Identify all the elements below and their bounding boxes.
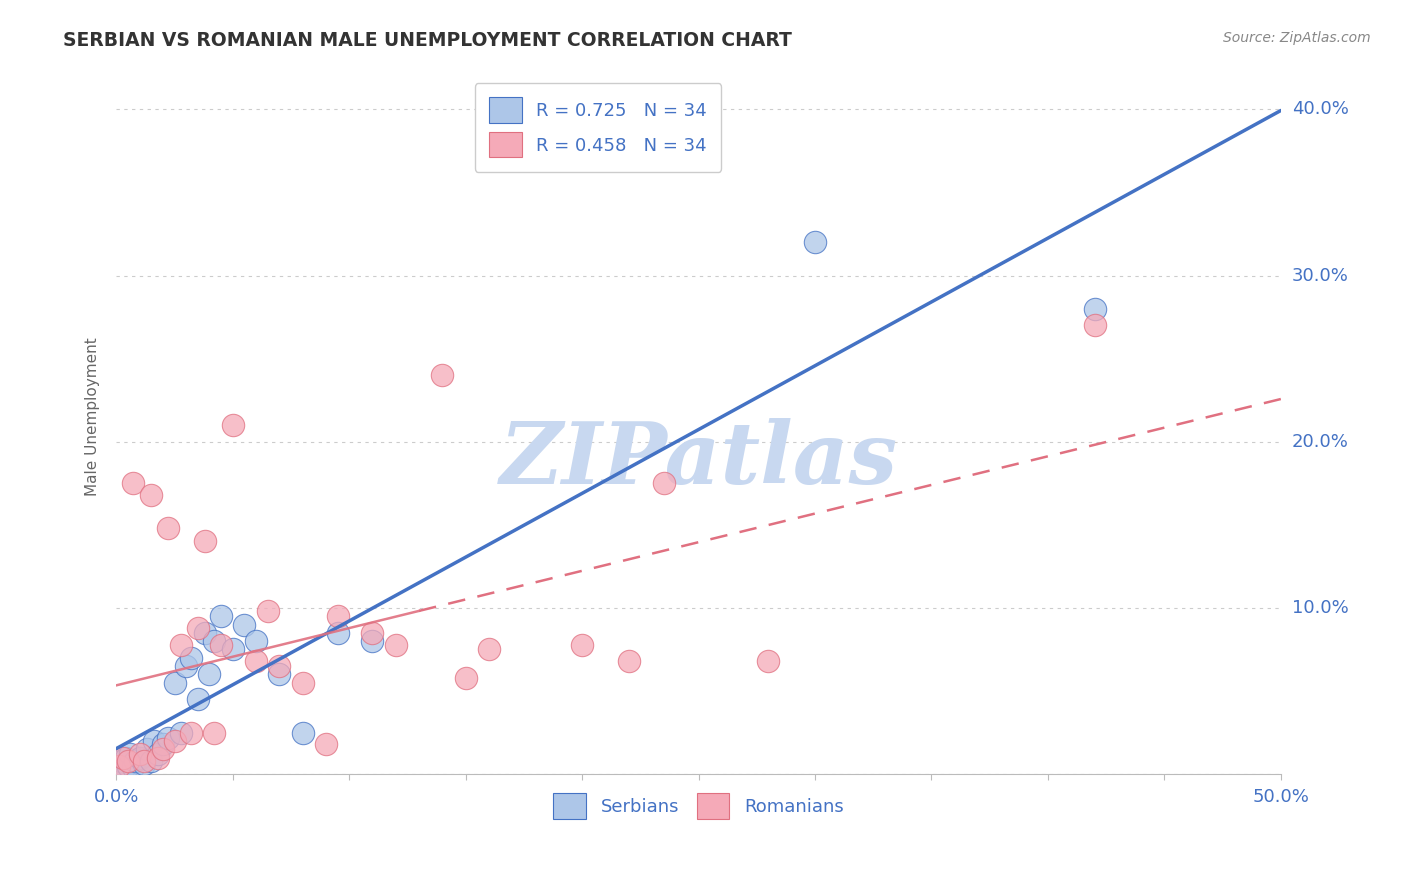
Text: SERBIAN VS ROMANIAN MALE UNEMPLOYMENT CORRELATION CHART: SERBIAN VS ROMANIAN MALE UNEMPLOYMENT CO… [63, 31, 792, 50]
Text: 20.0%: 20.0% [1292, 433, 1348, 450]
Point [432, 368, 454, 383]
Point [384, 638, 406, 652]
Point [174, 659, 197, 673]
Text: Source: ZipAtlas.com: Source: ZipAtlas.com [1223, 31, 1371, 45]
Point [256, 604, 278, 618]
Point [361, 626, 384, 640]
Point [222, 642, 245, 657]
Point [163, 734, 186, 748]
Point [180, 650, 202, 665]
Point [134, 757, 156, 772]
Point [117, 754, 139, 768]
Point [148, 747, 170, 762]
Point [124, 754, 146, 768]
Point [245, 654, 267, 668]
Point [163, 675, 186, 690]
Point [142, 734, 165, 748]
Point [156, 521, 179, 535]
Point [156, 731, 179, 745]
Text: 30.0%: 30.0% [1292, 267, 1348, 285]
Point [110, 754, 132, 768]
Point [617, 654, 640, 668]
Point [107, 759, 129, 773]
Point [1083, 301, 1105, 316]
Point [291, 675, 314, 690]
Point [326, 626, 349, 640]
Point [117, 759, 139, 773]
Point [291, 725, 314, 739]
Point [202, 634, 225, 648]
Point [194, 534, 217, 549]
Point [141, 488, 163, 502]
Point [652, 476, 675, 491]
Y-axis label: Male Unemployment: Male Unemployment [86, 337, 100, 496]
Point [804, 235, 827, 250]
Point [141, 754, 163, 768]
Point [209, 638, 232, 652]
Point [128, 747, 150, 762]
Point [112, 762, 135, 776]
Point [478, 642, 501, 657]
Point [135, 742, 157, 756]
Point [180, 725, 202, 739]
Point [170, 725, 193, 739]
Point [758, 654, 780, 668]
Point [187, 692, 209, 706]
Point [209, 609, 232, 624]
Point [194, 626, 217, 640]
Point [1083, 318, 1105, 333]
Point [571, 638, 593, 652]
Text: 40.0%: 40.0% [1292, 101, 1348, 119]
Text: 10.0%: 10.0% [1292, 599, 1348, 617]
Legend: Serbians, Romanians: Serbians, Romanians [547, 786, 851, 826]
Point [107, 759, 129, 773]
Point [120, 747, 142, 762]
Point [152, 742, 174, 756]
Point [187, 621, 209, 635]
Point [198, 667, 221, 681]
Point [134, 754, 156, 768]
Point [114, 750, 136, 764]
Point [148, 750, 170, 764]
Point [315, 737, 337, 751]
Text: ZIPatlas: ZIPatlas [499, 418, 897, 501]
Point [170, 638, 193, 652]
Point [121, 760, 143, 774]
Point [202, 725, 225, 739]
Point [269, 659, 291, 673]
Point [454, 671, 477, 685]
Point [245, 634, 267, 648]
Point [121, 476, 143, 491]
Point [128, 750, 150, 764]
Point [112, 750, 135, 764]
Point [361, 634, 384, 648]
Point [152, 737, 174, 751]
Point [326, 609, 349, 624]
Point [233, 617, 256, 632]
Point [222, 418, 245, 433]
Point [269, 667, 291, 681]
